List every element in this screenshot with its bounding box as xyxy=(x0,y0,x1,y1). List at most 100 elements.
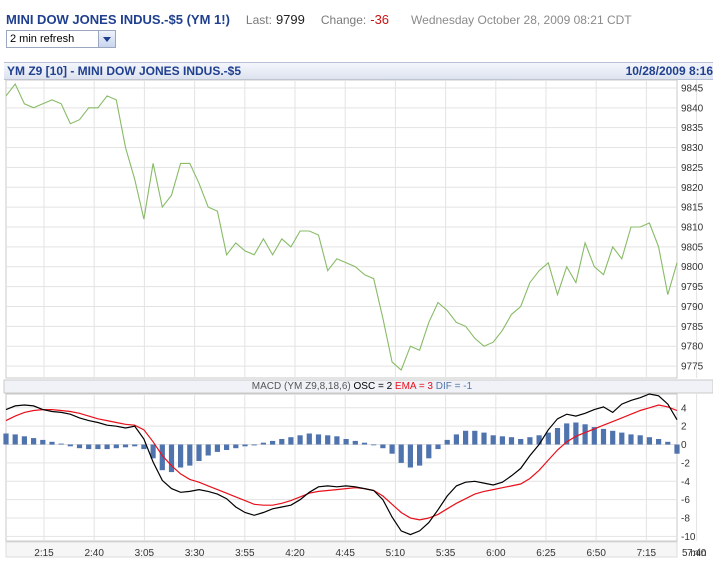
last-label: Last: xyxy=(245,13,272,27)
price-y-tick-label: 9795 xyxy=(681,282,704,293)
macd-histogram-bar xyxy=(76,444,83,449)
last-value: 9799 xyxy=(275,12,305,27)
macd-histogram-bar xyxy=(674,444,680,454)
symbol-link[interactable]: MINI DOW JONES INDUS.-$5 (YM 1!) xyxy=(6,12,230,27)
change-label: Change: xyxy=(320,13,367,27)
macd-histogram-bar xyxy=(205,444,211,456)
macd-histogram-bar xyxy=(646,437,652,445)
macd-histogram-bar xyxy=(315,434,322,445)
macd-histogram-bar xyxy=(279,439,285,445)
price-y-tick-label: 9820 xyxy=(681,183,704,194)
macd-histogram-bar xyxy=(417,444,423,466)
macd-y-tick-label: -10 xyxy=(681,532,696,543)
price-y-tick-label: 9830 xyxy=(681,143,704,154)
macd-histogram-bar xyxy=(306,433,312,445)
macd-y-tick-label: -4 xyxy=(681,477,690,488)
x-tick-label: 3:30 xyxy=(185,548,205,559)
macd-histogram-bar xyxy=(665,441,671,445)
price-grid xyxy=(5,79,698,379)
price-y-tick-label: 9780 xyxy=(681,342,704,353)
macd-dif-line xyxy=(5,393,678,536)
price-y-tick-label: 9775 xyxy=(681,362,704,373)
chevron-down-icon[interactable] xyxy=(98,31,115,47)
x-axis-unit: 5 min xyxy=(682,548,706,559)
macd-histogram-bar xyxy=(619,432,625,445)
macd-histogram-bar xyxy=(398,444,404,463)
macd-histogram-bar xyxy=(582,424,588,445)
price-line-series xyxy=(5,82,678,372)
macd-histogram-bar xyxy=(159,444,165,471)
price-y-tick-label: 9825 xyxy=(681,163,704,174)
macd-histogram-bar xyxy=(122,444,129,448)
x-tick-label: 6:50 xyxy=(586,548,606,559)
x-tick-label: 6:00 xyxy=(486,548,506,559)
macd-dif: DIF = -1 xyxy=(436,381,473,392)
macd-histogram-bar xyxy=(224,444,230,450)
x-tick-label: 2:15 xyxy=(34,548,54,559)
macd-histogram-bar xyxy=(453,434,459,445)
macd-histogram-bar xyxy=(554,428,561,445)
x-tick-label: 3:55 xyxy=(235,548,255,559)
macd-lines xyxy=(5,393,678,536)
x-tick-label: 3:05 xyxy=(135,548,155,559)
macd-histogram-bar xyxy=(407,444,413,468)
price-y-tick-label: 9840 xyxy=(681,103,704,114)
macd-histogram-bar xyxy=(352,440,358,445)
macd-osc: OSC = 2 xyxy=(354,381,393,392)
macd-y-tick-label: 0 xyxy=(681,440,687,451)
price-y-tick-label: 9810 xyxy=(681,223,704,234)
x-tick-label: 6:25 xyxy=(536,548,556,559)
x-tick-label: 7:15 xyxy=(637,548,657,559)
macd-histogram-bar xyxy=(564,423,570,445)
x-tick-label: 7:40 xyxy=(687,548,707,559)
macd-histogram-bar xyxy=(389,444,395,454)
price-plot-frame xyxy=(5,79,678,379)
x-tick-label: 2:40 xyxy=(84,548,104,559)
macd-histogram-bar xyxy=(297,435,303,445)
macd-histogram-bar xyxy=(233,444,239,449)
macd-histogram-bar xyxy=(270,440,276,445)
macd-grid xyxy=(5,393,698,542)
macd-separator xyxy=(3,379,713,394)
price-y-tick-label: 9785 xyxy=(681,322,704,333)
price-y-tick-label: 9845 xyxy=(681,83,704,94)
macd-histogram-bar xyxy=(628,434,634,445)
macd-y-axis: 4 2 0 -2 -4 -6 -8 -10 xyxy=(681,403,696,543)
macd-histogram-bar xyxy=(260,442,266,445)
macd-histogram-bar xyxy=(361,442,368,445)
macd-histogram-bar xyxy=(141,444,147,450)
macd-histogram-bar xyxy=(463,430,469,445)
macd-histogram-bar xyxy=(573,422,579,445)
price-y-tick-label: 9805 xyxy=(681,242,704,253)
macd-histogram-bar xyxy=(132,444,138,447)
macd-histogram-bar xyxy=(508,437,515,445)
macd-histogram-bar xyxy=(95,444,101,450)
refresh-selected-value: 2 min refresh xyxy=(10,33,75,45)
refresh-interval-select[interactable]: 2 min refresh xyxy=(6,30,116,48)
change-value: -36 xyxy=(370,12,390,27)
macd-label-band xyxy=(3,379,713,394)
macd-histogram-bar xyxy=(288,437,294,445)
macd-histogram-bar xyxy=(325,435,331,445)
macd-histogram-bar xyxy=(499,436,505,445)
macd-histogram-bar xyxy=(251,444,257,446)
price-y-axis: 9845 9840 9835 9830 9825 9820 9815 9810 9805 9800… xyxy=(681,83,704,372)
macd-histogram-bar xyxy=(178,444,184,468)
macd-histogram-bar xyxy=(12,434,18,445)
time-x-axis: 2:15 2:40 3:05 3:30 3:55 4:20 4:45 5:10 5:35 6:00… xyxy=(5,541,707,559)
macd-y-tick-label: 4 xyxy=(681,403,687,414)
x-tick-label: 5:10 xyxy=(386,548,406,559)
macd-histogram-bar xyxy=(3,433,9,445)
macd-ema: EMA = 3 xyxy=(395,381,434,392)
chart-date: 10/28/2009 8:16 xyxy=(625,64,713,78)
macd-histogram-bar xyxy=(58,443,64,445)
macd-indicator-label: MACD (YM Z9,8,18,6) OSC = 2 EMA = 3 DIF … xyxy=(252,381,473,392)
macd-histogram-bar xyxy=(21,436,27,445)
chart-title-bar: YM Z9 [10] - MINI DOW JONES INDUS.-$5 10… xyxy=(4,62,713,80)
macd-histogram-bar xyxy=(242,444,248,447)
macd-histogram-bar xyxy=(334,436,340,445)
price-y-tick-label: 9790 xyxy=(681,302,704,313)
x-axis-band xyxy=(5,541,678,558)
macd-signal-line xyxy=(5,404,678,521)
macd-y-tick-label: 2 xyxy=(681,422,687,433)
